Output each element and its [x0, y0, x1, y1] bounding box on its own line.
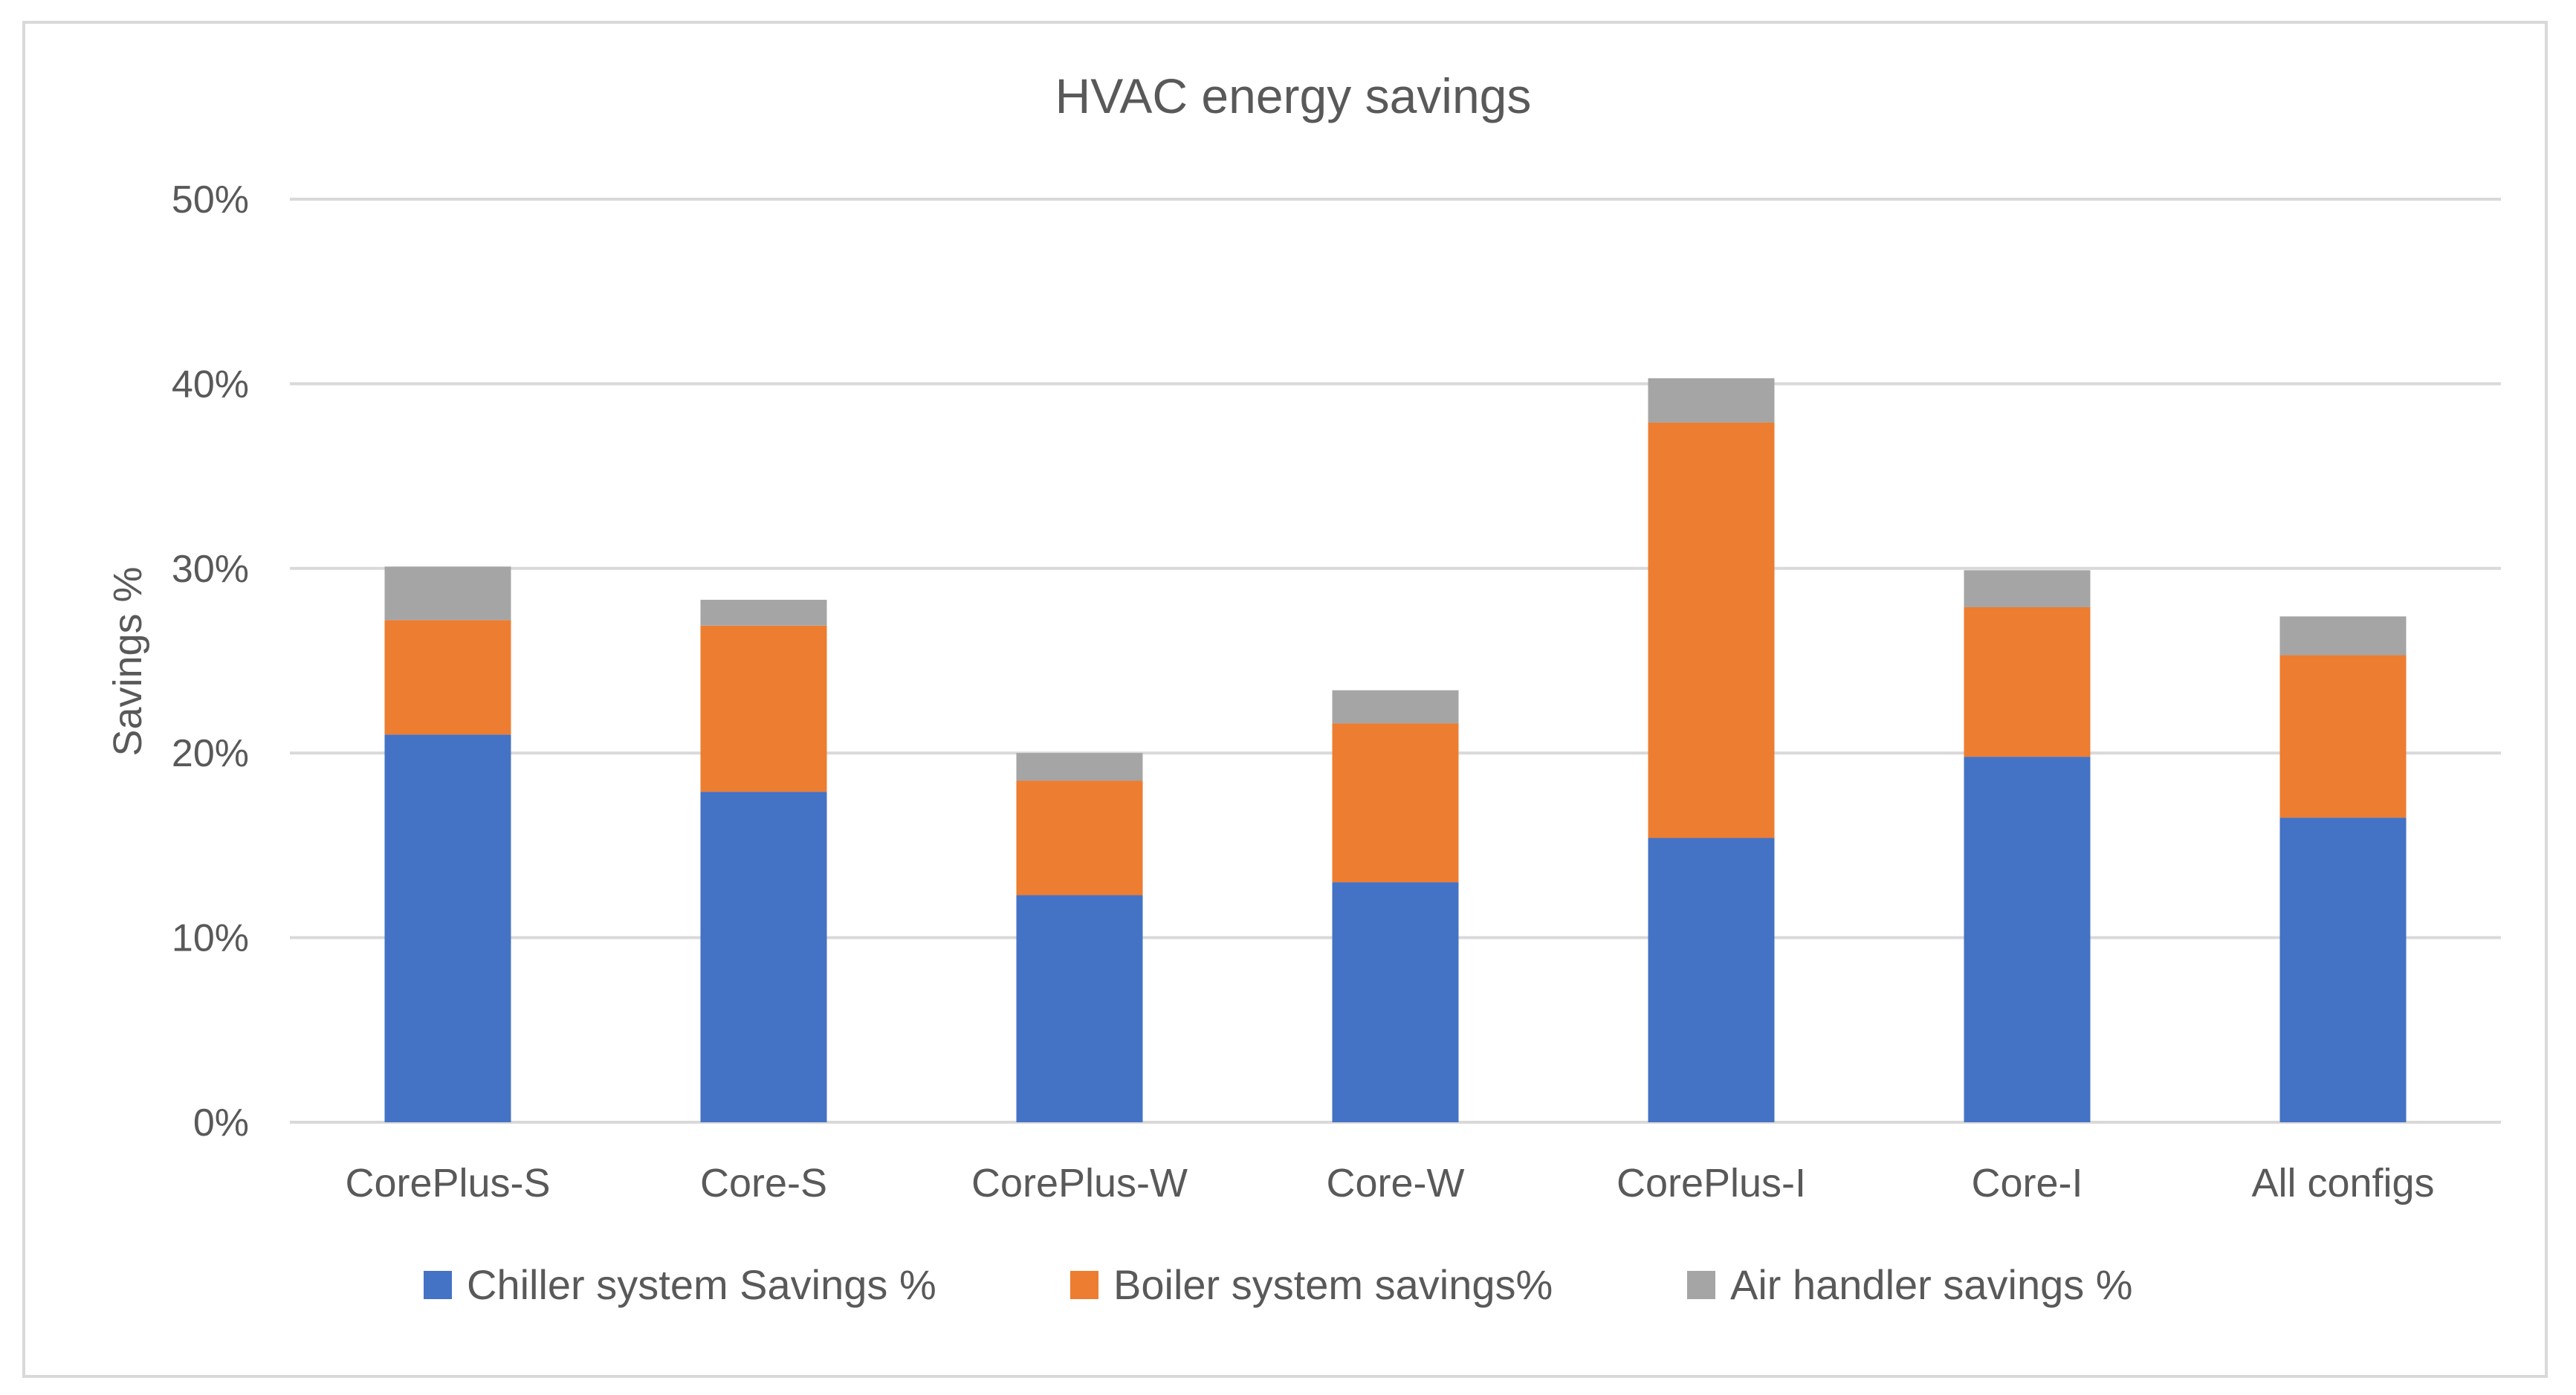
- y-tick-label: 20%: [172, 732, 249, 775]
- category-label: CorePlus-I: [1617, 1161, 1806, 1205]
- bar-segment: [700, 792, 827, 1122]
- bar-segment: [2279, 655, 2407, 818]
- category-label: Core-W: [1327, 1161, 1465, 1205]
- bar-segment: [1648, 838, 1775, 1122]
- bar-segment: [1648, 422, 1775, 838]
- bar-segment: [1016, 753, 1143, 781]
- legend-swatch: [1687, 1271, 1715, 1299]
- y-tick-label: 0%: [193, 1101, 249, 1145]
- bar-segment: [384, 566, 511, 621]
- bar-segment: [1332, 723, 1459, 883]
- gridlines: [290, 198, 2501, 1124]
- legend-label: Air handler savings %: [1730, 1261, 2133, 1308]
- y-tick-label: 30%: [172, 548, 249, 591]
- category-label: Core-I: [1971, 1161, 2083, 1205]
- bar-segment: [1648, 378, 1775, 423]
- bar-segment: [384, 620, 511, 735]
- chart-title: HVAC energy savings: [1055, 68, 1532, 123]
- bar-segment: [1016, 780, 1143, 896]
- legend-label: Boiler system savings%: [1113, 1261, 1553, 1308]
- bar-segment: [2279, 818, 2407, 1122]
- bar-segment: [384, 734, 511, 1122]
- category-label: CorePlus-W: [971, 1161, 1188, 1205]
- y-axis-title: Savings %: [106, 566, 150, 756]
- legend-label: Chiller system Savings %: [467, 1261, 936, 1308]
- bar-segment: [1016, 895, 1143, 1122]
- category-label: Core-S: [700, 1161, 827, 1205]
- bar-segment: [2279, 616, 2407, 656]
- bar-segment: [700, 625, 827, 792]
- y-tick-labels: 0% 10% 20% 30% 40% 50%: [172, 178, 249, 1145]
- legend-swatch: [424, 1271, 452, 1299]
- bars: [384, 378, 2407, 1122]
- bar-segment: [1964, 757, 2091, 1122]
- category-label: CorePlus-S: [345, 1161, 550, 1205]
- legend: Chiller system Savings % Boiler system sa…: [424, 1261, 2133, 1308]
- bar-segment: [1332, 690, 1459, 724]
- category-labels: CorePlus-S Core-S CorePlus-W Core-W CorePlus…: [345, 1161, 2434, 1205]
- category-label: All configs: [2251, 1161, 2434, 1205]
- y-tick-label: 50%: [172, 178, 249, 221]
- bar-segment: [1332, 882, 1459, 1122]
- y-tick-label: 10%: [172, 917, 249, 960]
- y-tick-label: 40%: [172, 363, 249, 406]
- legend-swatch: [1070, 1271, 1098, 1299]
- bar-segment: [700, 600, 827, 626]
- bar-segment: [1964, 570, 2091, 607]
- bar-segment: [1964, 606, 2091, 757]
